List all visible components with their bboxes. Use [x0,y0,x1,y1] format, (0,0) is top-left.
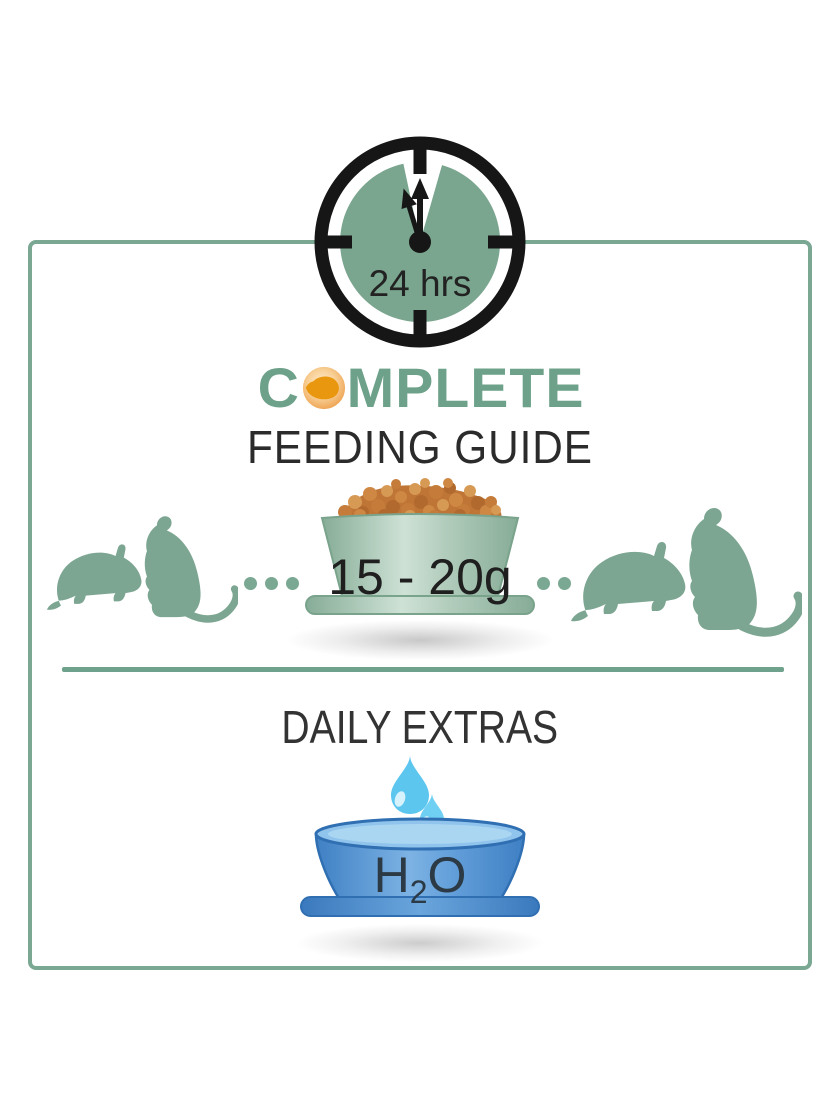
water-label-2: 2 [409,874,428,910]
page-subtitle: FEEDING GUIDE [0,420,840,474]
dot [537,577,550,590]
dots-right [537,577,571,590]
brand-o-sun-icon [303,366,346,410]
dot [558,577,571,590]
clock-label: 24 hrs [369,263,472,304]
brand-letter-c: C [257,356,300,419]
brand-letters-mplete: MPLETE [346,356,585,419]
water-label-o: O [427,847,467,903]
degu-pair-left-icon [46,516,238,623]
dot [265,577,278,590]
water-bowl-icon [300,817,540,917]
degu-pair-right-icon [571,508,802,637]
daily-extras-title: DAILY EXTRAS [0,700,840,754]
water-label: H2O [0,846,840,911]
feeding-amount: 15 - 20g [328,549,512,605]
brand-title: C MPLETE [0,360,840,416]
food-bowl-shadow [288,620,552,660]
section-divider [62,667,784,672]
dots-left [244,577,299,590]
page-subtitle-text: FEEDING GUIDE [247,421,593,473]
food-bowl-icon [305,478,535,615]
water-bowl-shadow [298,924,542,962]
water-label-h: H [373,847,410,903]
24hr-clock-icon: 24 hrs [314,136,526,348]
dot [244,577,257,590]
dot [286,577,299,590]
daily-extras-text: DAILY EXTRAS [281,701,559,753]
